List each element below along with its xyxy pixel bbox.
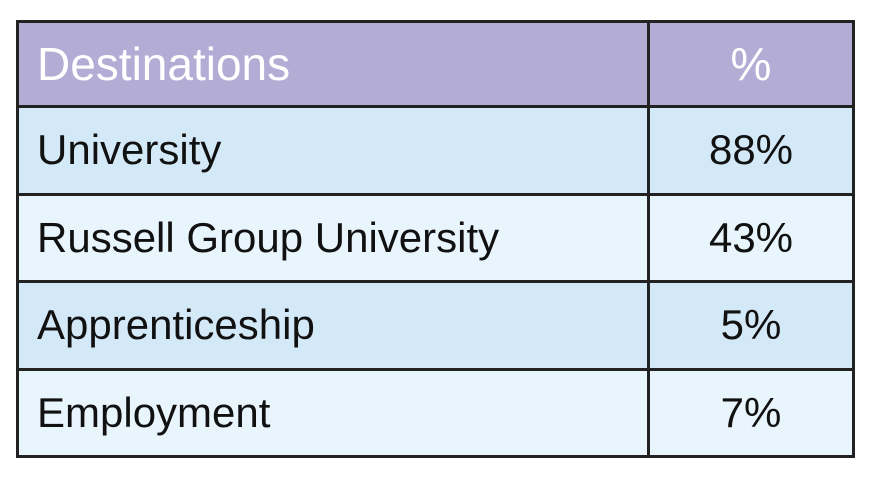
- destination-cell: Apprenticeship: [16, 280, 650, 371]
- percent-cell: 88%: [647, 105, 855, 196]
- percent-cell: 5%: [647, 280, 855, 371]
- header-cell: %: [647, 20, 855, 108]
- destinations-table: Destinations % University 88% Russell Grou…: [16, 20, 855, 458]
- destination-cell: Russell Group University: [16, 192, 650, 283]
- table-header: Destinations %: [16, 20, 855, 108]
- header-cell: Destinations: [16, 20, 650, 108]
- table-row: University 88%: [16, 105, 855, 196]
- percent-cell: 43%: [647, 192, 855, 283]
- header-row: Destinations %: [16, 20, 855, 108]
- table-row: Russell Group University 43%: [16, 192, 855, 283]
- table-body: University 88% Russell Group University 43%…: [16, 105, 855, 458]
- percent-cell: 7%: [647, 367, 855, 458]
- table-row: Apprenticeship 5%: [16, 280, 855, 371]
- table-row: Employment 7%: [16, 367, 855, 458]
- destination-cell: University: [16, 105, 650, 196]
- destination-cell: Employment: [16, 367, 650, 458]
